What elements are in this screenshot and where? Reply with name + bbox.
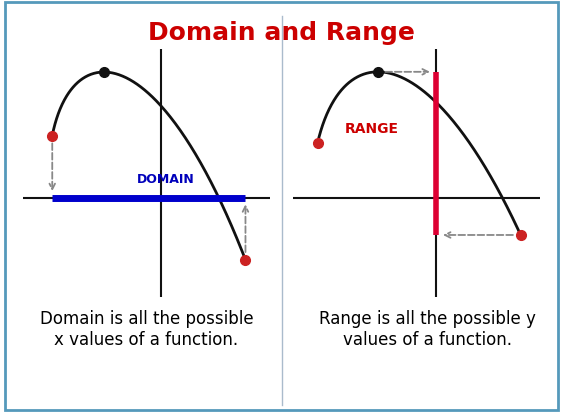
Text: Range is all the possible y
values of a function.: Range is all the possible y values of a … [319, 310, 537, 349]
Text: DOMAIN: DOMAIN [137, 173, 195, 186]
Text: Domain and Range: Domain and Range [148, 21, 415, 45]
Text: RANGE: RANGE [345, 122, 399, 136]
Text: Domain is all the possible
x values of a function.: Domain is all the possible x values of a… [39, 310, 253, 349]
